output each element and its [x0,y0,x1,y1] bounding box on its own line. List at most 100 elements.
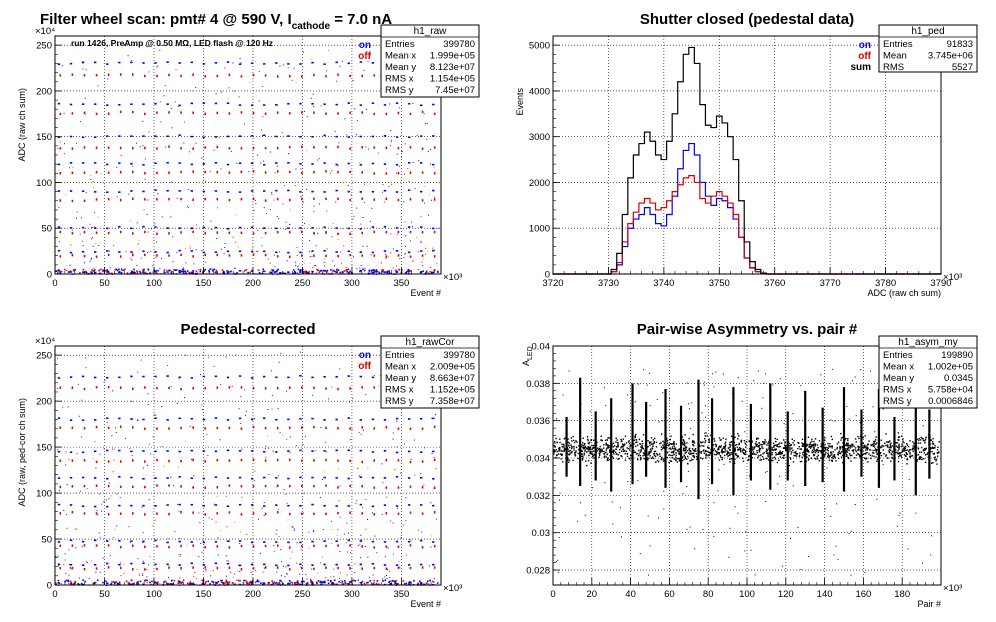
data-point [920,439,922,441]
data-point [634,436,636,439]
data-point [81,546,83,548]
data-point [710,434,712,436]
data-point [643,453,645,455]
data-point [564,448,566,450]
data-point [293,67,295,69]
data-point [156,147,158,150]
data-point [846,405,848,407]
data-point [136,581,138,584]
data-point [681,457,683,459]
data-point [287,162,290,164]
data-point [318,158,320,160]
data-point [682,443,684,446]
data-point [238,375,242,377]
data-point [797,526,799,528]
data-point [789,444,792,446]
data-point [299,505,302,507]
data-point [785,447,788,449]
data-point [263,476,266,479]
data-point [642,434,645,436]
data-point [583,452,585,454]
data-point [299,563,302,566]
data-point [742,449,744,451]
y-tick-label: 50 [41,224,52,235]
data-point [246,582,248,585]
data-point [837,451,840,454]
data-point [152,436,154,438]
data-point [742,451,744,454]
data-point [676,461,679,463]
data-point [395,540,399,543]
data-point [81,375,85,378]
data-point [827,447,829,449]
data-point [760,454,762,456]
data-point [827,456,829,458]
data-point [801,442,803,444]
data-point [350,272,353,274]
data-point [232,62,234,64]
data-point [560,458,562,460]
data-point [857,445,860,448]
data-point [65,464,67,466]
data-point [830,454,832,457]
data-point [810,447,812,449]
data-point [57,270,59,272]
data-point [773,446,775,448]
data-point [228,581,231,584]
data-point [89,223,91,225]
data-point [238,450,242,452]
plot-data [552,46,942,275]
data-point [772,442,775,445]
data-point [189,581,192,583]
data-point [407,189,411,192]
data-point [397,147,400,150]
data-point [753,453,756,455]
data-point [136,568,138,570]
data-point [355,502,357,504]
data-point [430,163,432,165]
y-tick-label: 100 [36,178,52,189]
data-point [662,420,664,422]
data-point [311,417,314,420]
data-point [349,511,351,514]
data-point [648,372,650,374]
data-point [294,528,296,530]
data-point [176,269,178,271]
data-point [931,535,933,537]
data-point [166,271,169,273]
data-point [250,504,254,506]
data-point [612,523,614,525]
data-point [202,375,206,378]
data-point [407,251,411,254]
data-point [208,270,210,272]
data-point [359,104,363,106]
data-point [386,577,388,579]
data-point [211,518,213,520]
data-point [232,576,234,578]
data-point [673,448,675,450]
data-point [373,269,375,271]
data-point [704,435,707,437]
data-point [170,181,172,183]
data-point [670,454,672,457]
data-point [301,202,303,204]
data-point [673,442,675,444]
data-point [202,163,206,165]
data-point [607,447,610,449]
data-point [137,558,139,560]
data-point [919,456,922,458]
data-point [216,237,218,239]
data-point [346,522,348,524]
data-point [681,436,683,438]
data-point [323,450,326,452]
data-point [588,454,590,457]
data-point [590,452,593,455]
data-point [74,268,77,271]
data-point [70,581,73,584]
x-tick-label: 150 [196,589,212,600]
data-point [643,369,645,371]
data-point [588,447,591,449]
data-point [144,253,146,257]
data-point [272,582,275,585]
data-point [420,504,423,506]
